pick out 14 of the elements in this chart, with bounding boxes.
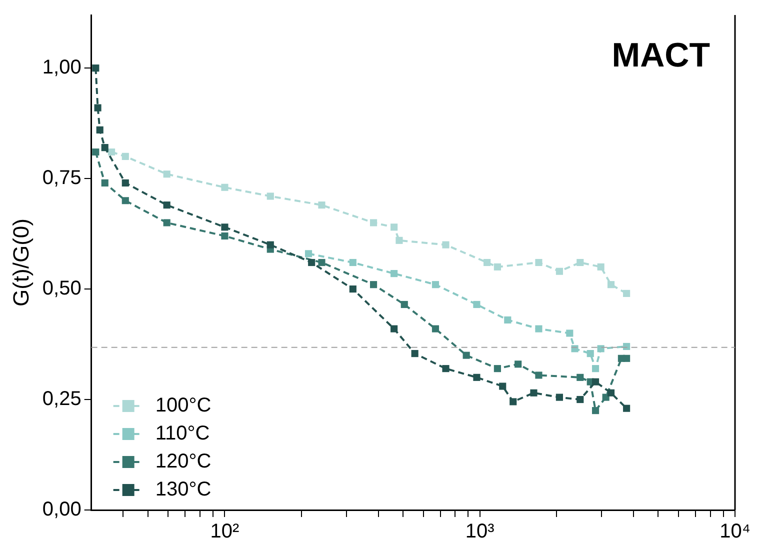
x-tick-label: 10³ <box>465 520 495 543</box>
y-tick-label: 0,50 <box>42 278 82 300</box>
x-tick-label: 10² <box>210 520 240 543</box>
y-tick-label: 0,00 <box>42 498 82 521</box>
y-tick-label: 0,25 <box>42 388 82 410</box>
y-tick-label: 0,75 <box>42 167 82 190</box>
annotation: MACT <box>612 36 710 74</box>
legend-label: 120°C <box>155 450 212 473</box>
y-tick-label: 1,00 <box>42 56 82 79</box>
legend-label: 110°C <box>155 422 210 445</box>
legend-label: 130°C <box>155 478 212 501</box>
y-axis-title: G(t)/G(0) <box>8 218 34 306</box>
x-tick-label: 10⁴ <box>720 520 750 543</box>
legend-label: 100°C <box>155 394 212 417</box>
